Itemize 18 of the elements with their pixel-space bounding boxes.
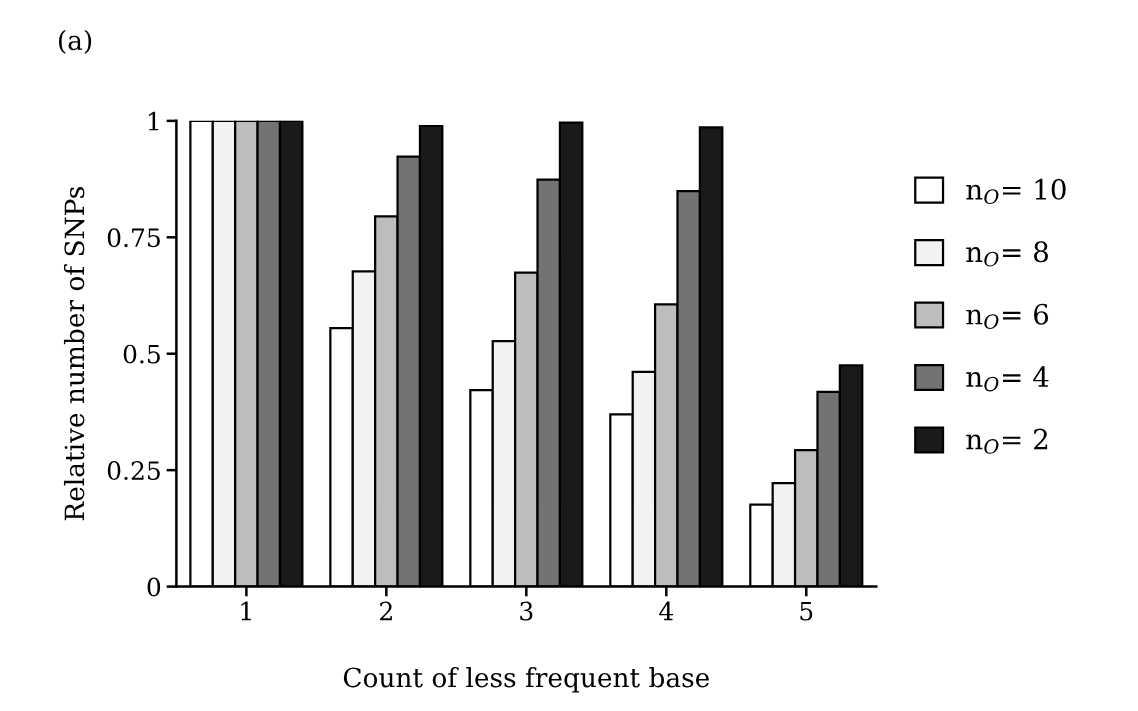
text: (a) xyxy=(58,29,92,54)
x-tick-label: 4 xyxy=(659,601,673,621)
x-tick-label: 5 xyxy=(800,601,813,621)
y-axis-title: Relative number of SNPs xyxy=(63,187,85,521)
x-axis-title: Count of less frequent base xyxy=(343,667,709,693)
x-tick-label: 2 xyxy=(380,601,392,621)
y-tick-label: 1 xyxy=(148,111,159,131)
legend-label: n$_{O}$= 8 xyxy=(966,241,1048,267)
legend-label: n$_{O}$= 4 xyxy=(966,366,1049,392)
y-tick-label: 0.75 xyxy=(107,228,160,248)
legend-label: n$_{O}$= 6 xyxy=(966,303,1049,329)
y-tick-label: 0.5 xyxy=(123,344,160,364)
legend-label: n$_{O}$= 2 xyxy=(966,428,1048,454)
x-tick-label: 1 xyxy=(241,601,251,621)
y-tick-label: 0.25 xyxy=(107,461,160,480)
y-tick-label: 0 xyxy=(147,577,161,597)
x-tick-label: 3 xyxy=(520,601,533,621)
legend-label: n$_{O}$= 10 xyxy=(966,178,1066,205)
